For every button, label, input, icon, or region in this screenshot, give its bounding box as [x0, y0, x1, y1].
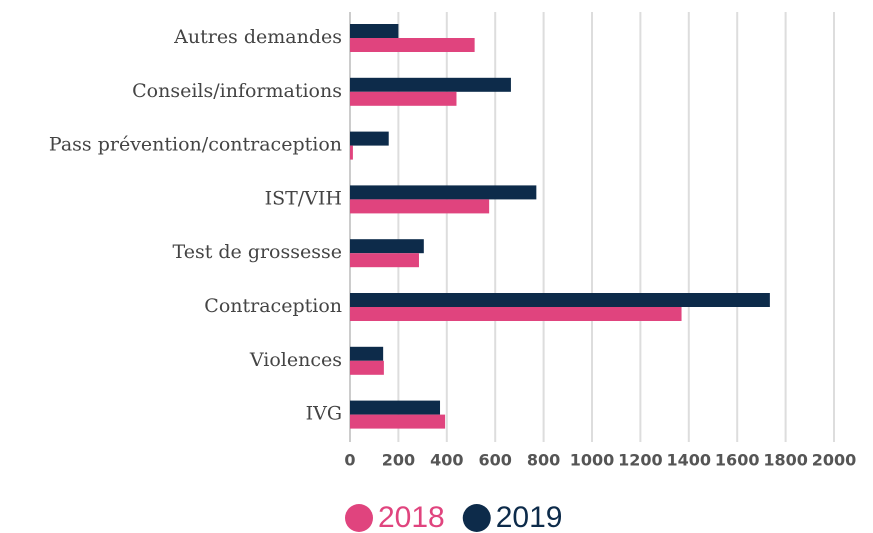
bar	[350, 414, 446, 429]
category-label: Violences	[249, 349, 342, 371]
bar	[350, 77, 511, 92]
legend-label: 2018	[378, 501, 445, 533]
category-label: Pass prévention/contraception	[49, 134, 342, 156]
x-tick-label: 0	[344, 451, 355, 470]
category-label: Test de grossesse	[173, 241, 343, 263]
bar	[350, 91, 457, 106]
x-tick-label: 1200	[618, 451, 663, 470]
bar	[350, 307, 682, 321]
bar	[350, 253, 419, 268]
x-tick-label: 800	[527, 451, 560, 470]
bar	[350, 346, 384, 361]
bar	[350, 199, 490, 214]
bar	[350, 38, 475, 52]
category-label: Autres demandes	[173, 26, 342, 48]
bar	[350, 145, 353, 160]
category-label: Conseils/informations	[132, 80, 342, 102]
bar	[350, 239, 424, 254]
bar	[350, 293, 770, 307]
x-tick-label: 600	[478, 451, 511, 470]
x-tick-label: 2000	[812, 451, 857, 470]
x-tick-label: 200	[382, 451, 415, 470]
x-tick-label: 1600	[715, 451, 760, 470]
bar	[350, 24, 399, 38]
x-tick-label: 1000	[570, 451, 615, 470]
bar	[350, 131, 389, 146]
x-tick-label: 400	[430, 451, 463, 470]
category-label: Contraception	[204, 295, 342, 317]
legend-swatch	[462, 504, 491, 532]
bar	[350, 185, 537, 200]
legend-label: 2019	[496, 501, 563, 533]
bar	[350, 360, 384, 375]
bar	[350, 400, 441, 415]
category-label: IST/VIH	[265, 187, 342, 209]
x-tick-label: 1400	[667, 451, 712, 470]
legend-swatch	[345, 504, 373, 532]
category-label: IVG	[306, 403, 342, 425]
x-tick-label: 1800	[763, 451, 808, 470]
